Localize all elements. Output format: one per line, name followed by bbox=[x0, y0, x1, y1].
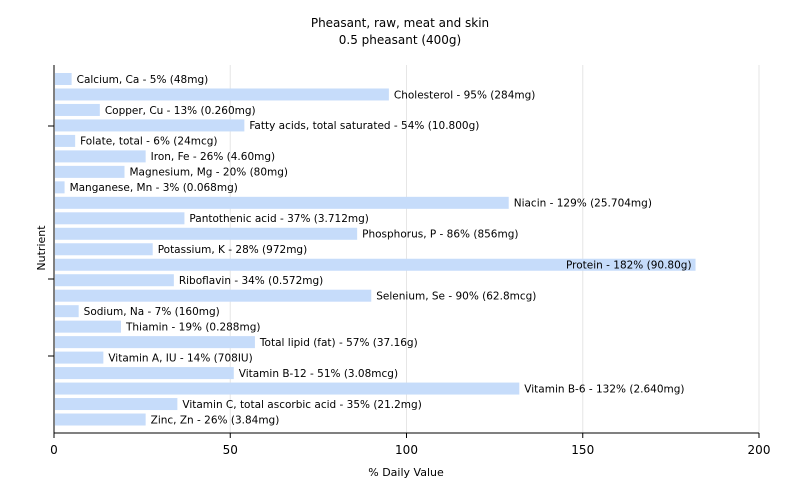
data-label: Vitamin C, total ascorbic acid - 35% (21… bbox=[182, 399, 421, 411]
data-label: Vitamin B-12 - 51% (3.08mcg) bbox=[239, 368, 398, 380]
x-tick-label: 100 bbox=[395, 443, 418, 457]
data-label: Niacin - 129% (25.704mg) bbox=[514, 198, 652, 210]
data-label: Magnesium, Mg - 20% (80mg) bbox=[130, 167, 289, 179]
x-axis-label: % Daily Value bbox=[368, 466, 444, 479]
axes: 0 50 100 150 200 bbox=[48, 65, 770, 457]
bar bbox=[55, 258, 696, 271]
data-label: Fatty acids, total saturated - 54% (10.8… bbox=[249, 120, 479, 132]
bar bbox=[55, 305, 79, 318]
chart-subtitle: 0.5 pheasant (400g) bbox=[339, 33, 461, 47]
bar bbox=[55, 227, 358, 240]
data-label: Riboflavin - 34% (0.572mg) bbox=[179, 275, 323, 287]
data-label: Vitamin B-6 - 132% (2.640mg) bbox=[524, 383, 684, 395]
data-label: Pantothenic acid - 37% (3.712mg) bbox=[189, 213, 368, 225]
bar bbox=[55, 88, 389, 101]
bar bbox=[55, 398, 178, 411]
bar bbox=[55, 289, 372, 302]
data-label: Manganese, Mn - 3% (0.068mg) bbox=[70, 182, 238, 194]
bar bbox=[55, 134, 76, 147]
data-label: Iron, Fe - 26% (4.60mg) bbox=[151, 151, 275, 163]
x-tick-label: 200 bbox=[748, 443, 771, 457]
bar bbox=[55, 181, 65, 194]
x-tick-label: 50 bbox=[223, 443, 238, 457]
bar bbox=[55, 150, 146, 163]
data-label: Zinc, Zn - 26% (3.84mg) bbox=[151, 414, 280, 426]
data-label: Phosphorus, P - 86% (856mg) bbox=[362, 229, 518, 241]
bar bbox=[55, 382, 520, 395]
data-label: Selenium, Se - 90% (62.8mcg) bbox=[376, 290, 536, 302]
data-label: Folate, total - 6% (24mcg) bbox=[80, 136, 217, 148]
data-label: Cholesterol - 95% (284mg) bbox=[394, 89, 536, 101]
bar bbox=[55, 119, 245, 132]
bar bbox=[55, 73, 72, 85]
bar bbox=[55, 351, 104, 364]
x-tick-label: 0 bbox=[50, 443, 58, 457]
y-axis-label: Nutrient bbox=[35, 225, 48, 271]
bar bbox=[55, 212, 185, 225]
data-label: Sodium, Na - 7% (160mg) bbox=[84, 306, 220, 318]
data-label: Calcium, Ca - 5% (48mg) bbox=[77, 74, 209, 86]
bar bbox=[55, 243, 153, 256]
bar bbox=[55, 413, 146, 426]
bar bbox=[55, 336, 255, 349]
bar bbox=[55, 320, 121, 333]
chart-title: Pheasant, raw, meat and skin bbox=[311, 16, 489, 30]
bar bbox=[55, 367, 234, 380]
data-label: Thiamin - 19% (0.288mg) bbox=[125, 321, 261, 333]
bar bbox=[55, 274, 174, 287]
data-label: Copper, Cu - 13% (0.260mg) bbox=[105, 105, 256, 117]
bars: Calcium, Ca - 5% (48mg) Cholesterol - 95%… bbox=[55, 73, 696, 426]
bar bbox=[55, 103, 100, 116]
x-tick-label: 150 bbox=[571, 443, 594, 457]
bar bbox=[55, 196, 509, 209]
data-label: Protein - 182% (90.80g) bbox=[566, 260, 692, 272]
data-label: Potassium, K - 28% (972mg) bbox=[158, 244, 308, 256]
data-label: Total lipid (fat) - 57% (37.16g) bbox=[259, 337, 418, 349]
data-label: Vitamin A, IU - 14% (708IU) bbox=[108, 352, 252, 364]
bar bbox=[55, 165, 125, 178]
